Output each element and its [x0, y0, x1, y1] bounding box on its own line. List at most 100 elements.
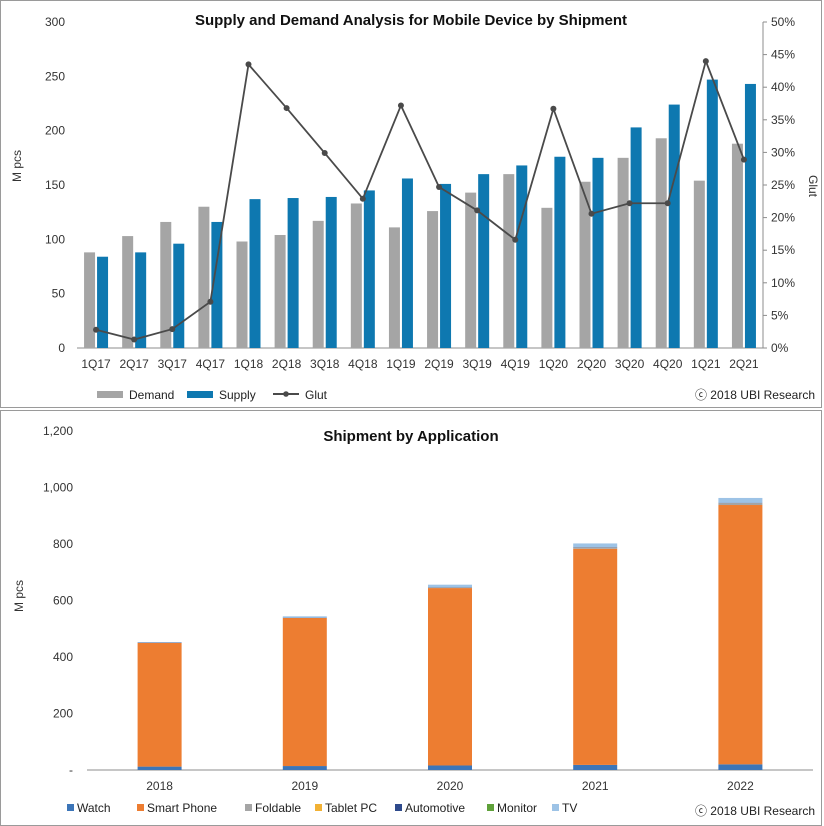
x-tick-label: 4Q19 [501, 357, 531, 371]
bar-supply [325, 196, 337, 348]
bar-supply [287, 198, 299, 348]
bar-segment-smart-phone [137, 642, 182, 767]
bar-demand [579, 181, 591, 348]
legend-swatch-tablet-pc [315, 804, 322, 811]
glut-point [702, 58, 709, 65]
glut-point [169, 326, 176, 333]
legend-swatch-smart-phone [137, 804, 144, 811]
bar-demand [122, 236, 134, 348]
y2-tick-label: 25% [771, 178, 795, 192]
chart-title: Supply and Demand Analysis for Mobile De… [195, 12, 627, 29]
bar-supply [516, 165, 528, 348]
y-tick-label: 200 [45, 124, 65, 138]
bar-supply [401, 178, 413, 348]
y2-tick-label: 50% [771, 15, 795, 29]
legend-swatch-tv [552, 804, 559, 811]
y2-tick-label: 20% [771, 211, 795, 225]
bar-segment-watch [718, 764, 763, 770]
glut-point [588, 210, 595, 217]
bar-demand [731, 143, 743, 348]
y-tick-label: 800 [53, 537, 73, 551]
x-tick-label: 2019 [291, 779, 318, 793]
x-tick-label: 2021 [582, 779, 609, 793]
x-tick-label: 2Q21 [729, 357, 759, 371]
x-tick-label: 2020 [437, 779, 464, 793]
x-tick-label: 1Q17 [81, 357, 111, 371]
glut-point [321, 150, 328, 157]
x-tick-label: 1Q18 [234, 357, 264, 371]
bar-demand [274, 234, 286, 348]
bar-demand [350, 203, 362, 348]
y-tick-label: 150 [45, 178, 65, 192]
bar-supply [744, 83, 756, 348]
bar-supply [249, 199, 261, 348]
copyright: ⓒ 2018 UBI Research [695, 804, 815, 818]
glut-line [95, 58, 745, 341]
y2-tick-label: 15% [771, 243, 795, 257]
glut-point [131, 336, 138, 343]
legend-label-watch: Watch [77, 801, 111, 815]
x-tick-label: 1Q21 [691, 357, 721, 371]
bar-segment-smart-phone [718, 505, 763, 765]
x-tick-label: 2018 [146, 779, 173, 793]
glut-point [359, 195, 366, 202]
bar-demand [198, 206, 210, 348]
legend-label-tablet-pc: Tablet PC [325, 801, 377, 815]
bar-demand [84, 252, 96, 348]
bar-segment-smart-phone [573, 548, 618, 765]
glut-point [207, 298, 214, 305]
y-tick-label: 600 [53, 594, 73, 608]
y2-axis-title: Glut [806, 175, 820, 198]
supply-demand-panel: Supply and Demand Analysis for Mobile De… [0, 0, 822, 408]
y2-tick-label: 30% [771, 145, 795, 159]
legend-label-glut: Glut [305, 388, 328, 402]
x-tick-label: 2Q18 [272, 357, 302, 371]
x-tick-label: 2Q19 [424, 357, 454, 371]
x-tick-label: 4Q20 [653, 357, 683, 371]
copyright: ⓒ 2018 UBI Research [695, 388, 815, 402]
bar-demand [617, 157, 629, 348]
bar-supply [478, 174, 490, 348]
glut-point [283, 105, 290, 112]
x-tick-label: 4Q18 [348, 357, 378, 371]
legend-label-supply: Supply [219, 388, 256, 402]
bar-segment-watch [573, 764, 618, 770]
bar-demand [541, 207, 553, 348]
x-tick-label: 1Q20 [539, 357, 569, 371]
legend-label-tv: TV [562, 801, 577, 815]
bar-segment-foldable [573, 547, 618, 549]
y-tick-label: 300 [45, 15, 65, 29]
bar-supply [592, 157, 604, 348]
bar-supply [211, 221, 223, 348]
bar-supply [440, 183, 452, 348]
x-tick-label: 1Q19 [386, 357, 416, 371]
y2-tick-label: 40% [771, 80, 795, 94]
bar-segment-tv [282, 616, 327, 618]
bar-segment-watch [428, 765, 472, 770]
x-tick-label: 3Q20 [615, 357, 645, 371]
bar-demand [160, 221, 172, 348]
bar-supply [135, 252, 147, 348]
y2-tick-label: 35% [771, 113, 795, 127]
x-tick-label: 3Q18 [310, 357, 340, 371]
bar-segment-tv [718, 497, 763, 503]
glut-point [740, 156, 747, 163]
bar-supply [173, 243, 185, 348]
y2-tick-label: 5% [771, 308, 789, 322]
glut-point [436, 183, 443, 190]
x-tick-label: 4Q17 [196, 357, 226, 371]
bar-segment-watch [137, 766, 182, 770]
bar-demand [427, 211, 439, 348]
chart-title: Shipment by Application [323, 428, 498, 445]
y-tick-label: 250 [45, 69, 65, 83]
glut-point [550, 105, 557, 112]
legend-swatch-automotive [395, 804, 402, 811]
y-axis-title: M pcs [10, 150, 24, 182]
legend-swatch-supply [187, 391, 213, 398]
y-tick-label: 400 [53, 650, 73, 664]
y-tick-label: 0 [58, 341, 65, 355]
supply-demand-chart: Supply and Demand Analysis for Mobile De… [10, 12, 820, 402]
glut-point [245, 61, 252, 68]
bar-segment-smart-phone [282, 618, 327, 767]
bar-supply [630, 127, 642, 348]
